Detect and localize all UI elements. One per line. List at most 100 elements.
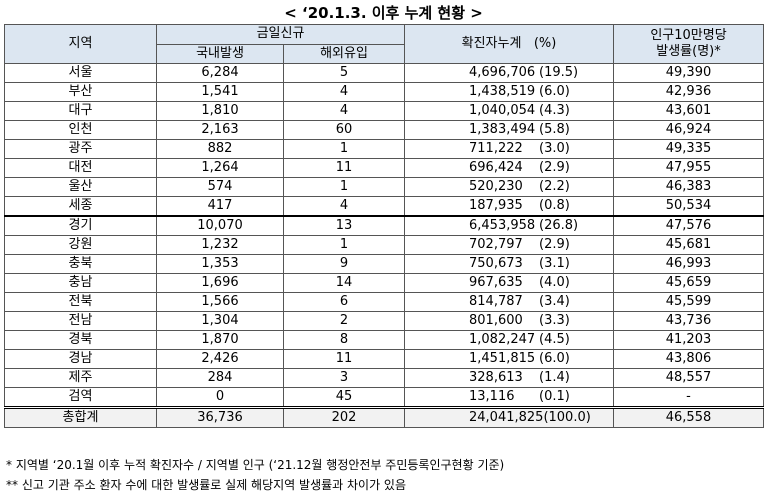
rate-cell: 49,390 bbox=[613, 63, 764, 83]
region-cell: 울산 bbox=[4, 177, 157, 197]
cumulative-percent: (2.9) bbox=[539, 237, 570, 252]
overseas-cell: 1 bbox=[283, 235, 405, 255]
region-cell: 세종 bbox=[4, 196, 157, 217]
cumulative-wrap: 1,438,519 (6.0) bbox=[409, 84, 609, 101]
region-cell: 서울 bbox=[4, 63, 157, 83]
cumulative-wrap: 328,613 (1.4) bbox=[409, 370, 609, 387]
cumulative-wrap: 750,673 (3.1) bbox=[409, 256, 609, 273]
table-body: 서울 6,284 5 4,696,706 (19.5) 49,390 부산 1,541 4 1,4… bbox=[4, 63, 764, 428]
domestic-cell: 417 bbox=[156, 196, 284, 217]
domestic-cell: 6,284 bbox=[156, 63, 284, 83]
cumulative-wrap: 696,424 (2.9) bbox=[409, 160, 609, 177]
table-row: 강원 1,232 1 702,797 (2.9) 45,681 bbox=[4, 235, 764, 255]
region-cell: 전북 bbox=[4, 292, 157, 312]
cumulative-value: 1,040,054 bbox=[469, 103, 536, 118]
overseas-cell: 1 bbox=[283, 177, 405, 197]
cumulative-cell: 520,230 (2.2) bbox=[404, 177, 614, 197]
table-row: 전북 1,566 6 814,787 (3.4) 45,599 bbox=[4, 292, 764, 312]
cumulative-cell: 24,041,825 (100.0) bbox=[404, 406, 614, 428]
rate-cell: 45,659 bbox=[613, 273, 764, 293]
cumulative-value: 814,787 bbox=[469, 294, 523, 309]
table-row: 전남 1,304 2 801,600 (3.3) 43,736 bbox=[4, 311, 764, 331]
overseas-cell: 14 bbox=[283, 273, 405, 293]
rate-cell: 46,924 bbox=[613, 120, 764, 140]
overseas-cell: 8 bbox=[283, 330, 405, 350]
rate-cell: - bbox=[613, 387, 764, 408]
table: 지역 금일신규 확진자누계 (%) 인구10만명당 발생률(명)* 국내발생 해외… bbox=[4, 24, 764, 428]
cumulative-percent: (1.4) bbox=[539, 370, 570, 385]
cumulative-percent: (0.1) bbox=[539, 389, 570, 404]
cumulative-wrap: 702,797 (2.9) bbox=[409, 237, 609, 254]
cumulative-percent: (26.8) bbox=[539, 218, 579, 233]
cumulative-cell: 1,082,247 (4.5) bbox=[404, 330, 614, 350]
header-rate: 인구10만명당 발생률(명)* bbox=[613, 24, 764, 64]
region-cell: 충남 bbox=[4, 273, 157, 293]
cumulative-value: 801,600 bbox=[469, 313, 523, 328]
overseas-cell: 202 bbox=[283, 406, 405, 428]
cumulative-cell: 711,222 (3.0) bbox=[404, 139, 614, 159]
header-region: 지역 bbox=[4, 24, 157, 64]
region-cell: 대구 bbox=[4, 101, 157, 121]
table-row: 대전 1,264 11 696,424 (2.9) 47,955 bbox=[4, 158, 764, 178]
overseas-cell: 11 bbox=[283, 158, 405, 178]
domestic-cell: 36,736 bbox=[156, 406, 284, 428]
cumulative-cell: 1,451,815 (6.0) bbox=[404, 349, 614, 369]
cumulative-wrap: 967,635 (4.0) bbox=[409, 275, 609, 292]
overseas-cell: 1 bbox=[283, 139, 405, 159]
cumulative-wrap: 1,082,247 (4.5) bbox=[409, 332, 609, 349]
region-cell: 광주 bbox=[4, 139, 157, 159]
region-cell: 강원 bbox=[4, 235, 157, 255]
cumulative-percent: (3.3) bbox=[539, 313, 570, 328]
region-cell: 부산 bbox=[4, 82, 157, 102]
cumulative-wrap: 801,600 (3.3) bbox=[409, 313, 609, 330]
cumulative-value: 1,082,247 bbox=[469, 332, 536, 347]
overseas-cell: 2 bbox=[283, 311, 405, 331]
cumulative-wrap: 520,230 (2.2) bbox=[409, 179, 609, 196]
region-cell: 경북 bbox=[4, 330, 157, 350]
region-cell: 인천 bbox=[4, 120, 157, 140]
table-row: 서울 6,284 5 4,696,706 (19.5) 49,390 bbox=[4, 63, 764, 83]
rate-cell: 43,736 bbox=[613, 311, 764, 331]
cumulative-wrap: 24,041,825 (100.0) bbox=[409, 410, 609, 427]
rate-cell: 49,335 bbox=[613, 139, 764, 159]
cumulative-wrap: 4,696,706 (19.5) bbox=[409, 65, 609, 82]
table-row: 대구 1,810 4 1,040,054 (4.3) 43,601 bbox=[4, 101, 764, 121]
cumulative-wrap: 1,040,054 (4.3) bbox=[409, 103, 609, 120]
region-cell: 경남 bbox=[4, 349, 157, 369]
header-rate-1: 인구10만명당 bbox=[650, 28, 727, 43]
rate-cell: 43,806 bbox=[613, 349, 764, 369]
cumulative-wrap: 711,222 (3.0) bbox=[409, 141, 609, 158]
domestic-cell: 1,264 bbox=[156, 158, 284, 178]
rate-cell: 43,601 bbox=[613, 101, 764, 121]
cumulative-cell: 801,600 (3.3) bbox=[404, 311, 614, 331]
cumulative-percent: (19.5) bbox=[539, 65, 579, 80]
overseas-cell: 11 bbox=[283, 349, 405, 369]
cumulative-value: 750,673 bbox=[469, 256, 523, 271]
domestic-cell: 0 bbox=[156, 387, 284, 408]
table-row: 인천 2,163 60 1,383,494 (5.8) 46,924 bbox=[4, 120, 764, 140]
rate-cell: 45,681 bbox=[613, 235, 764, 255]
cumulative-wrap: 814,787 (3.4) bbox=[409, 294, 609, 311]
cumulative-percent: (3.1) bbox=[539, 256, 570, 271]
cumulative-percent: (6.0) bbox=[539, 351, 570, 366]
footnote: * 지역별 ‘20.1월 이후 누적 확진자수 / 지역별 인구 (‘21.12… bbox=[6, 458, 505, 472]
table-row: 경북 1,870 8 1,082,247 (4.5) 41,203 bbox=[4, 330, 764, 350]
header-percent: (%) bbox=[533, 36, 557, 51]
table-row: 광주 882 1 711,222 (3.0) 49,335 bbox=[4, 139, 764, 159]
overseas-cell: 45 bbox=[283, 387, 405, 408]
cumulative-percent: (5.8) bbox=[539, 122, 570, 137]
cumulative-value: 13,116 bbox=[469, 389, 515, 404]
rate-cell: 46,993 bbox=[613, 254, 764, 274]
rate-cell: 41,203 bbox=[613, 330, 764, 350]
cumulative-cell: 4,696,706 (19.5) bbox=[404, 63, 614, 83]
table-row: 경남 2,426 11 1,451,815 (6.0) 43,806 bbox=[4, 349, 764, 369]
cumulative-value: 702,797 bbox=[469, 237, 523, 252]
rate-cell: 50,534 bbox=[613, 196, 764, 217]
header-overseas: 해외유입 bbox=[283, 43, 405, 64]
domestic-cell: 2,163 bbox=[156, 120, 284, 140]
cumulative-wrap: 1,451,815 (6.0) bbox=[409, 351, 609, 368]
cumulative-value: 24,041,825 bbox=[469, 410, 544, 426]
rate-cell: 46,558 bbox=[613, 406, 764, 428]
cumulative-percent: (2.2) bbox=[539, 179, 570, 194]
